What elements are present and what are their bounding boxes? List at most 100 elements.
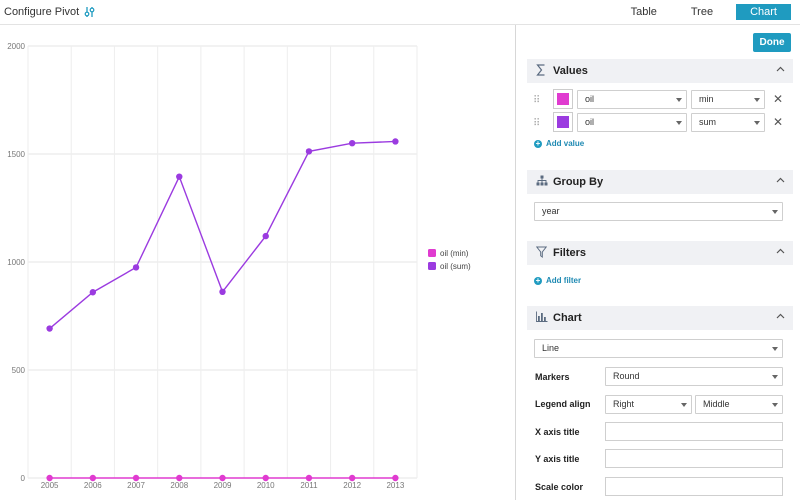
caret-down-icon xyxy=(772,210,778,214)
x-tick-label: 2009 xyxy=(214,481,232,490)
scale-color-label: Scale color xyxy=(535,482,584,492)
chevron-up-icon xyxy=(776,177,785,183)
data-point xyxy=(348,474,356,482)
y-tick-label: 500 xyxy=(12,366,26,375)
tab-chart[interactable]: Chart xyxy=(736,4,791,20)
view-tabs: Table Tree Chart xyxy=(620,0,800,24)
data-point xyxy=(262,474,269,482)
markers-label: Markers xyxy=(535,372,570,382)
chart-type-select[interactable]: Line xyxy=(534,339,783,358)
sigma-icon xyxy=(536,64,545,76)
markers-select[interactable]: Round xyxy=(605,367,783,386)
legend-horizontal-value: Right xyxy=(613,399,635,409)
add-value-label: Add value xyxy=(546,139,585,148)
x-axis-title-input[interactable] xyxy=(605,422,783,441)
y-tick-label: 2000 xyxy=(7,42,25,51)
aggregation-2: sum xyxy=(699,117,717,127)
swatch-fill xyxy=(557,116,569,128)
hierarchy-icon xyxy=(536,175,548,186)
data-point xyxy=(219,288,226,296)
x-tick-label: 2007 xyxy=(127,481,145,490)
chevron-up-icon xyxy=(776,313,785,319)
data-point xyxy=(132,474,140,482)
aggregation-select-2[interactable]: sum xyxy=(691,113,765,132)
aggregation-1: min xyxy=(699,94,714,104)
scale-color-input[interactable] xyxy=(605,477,783,496)
series-line xyxy=(49,140,396,330)
plus-circle-icon: + xyxy=(534,138,542,148)
chart-section-header[interactable]: Chart xyxy=(527,306,793,330)
value-field-select-2[interactable]: oil xyxy=(577,113,687,132)
data-point xyxy=(305,474,313,482)
configure-pivot-label: Configure Pivot xyxy=(4,6,80,18)
data-point xyxy=(392,474,399,482)
config-panel: Done Values ⠿ oil min ✕ ⠿ oil sum ✕ + Ad… xyxy=(515,25,800,500)
filter-icon xyxy=(536,246,547,258)
value-field-1: oil xyxy=(585,94,595,104)
group-by-value: year xyxy=(542,206,560,216)
group-by-section-header[interactable]: Group By xyxy=(527,170,793,194)
caret-down-icon xyxy=(772,375,778,379)
x-axis-title-label: X axis title xyxy=(535,427,580,437)
add-filter-link[interactable]: + Add filter xyxy=(534,276,581,285)
swatch-fill xyxy=(557,93,569,105)
x-tick-label: 2011 xyxy=(300,481,318,490)
data-point xyxy=(89,474,97,482)
caret-down-icon xyxy=(772,403,778,407)
data-point xyxy=(89,289,97,296)
data-point xyxy=(348,140,356,147)
legend-align-label: Legend align xyxy=(535,399,591,409)
legend-label: oil (sum) xyxy=(440,262,471,271)
x-tick-label: 2005 xyxy=(41,481,59,490)
x-tick-label: 2010 xyxy=(257,481,275,490)
x-tick-label: 2012 xyxy=(343,481,361,490)
data-point xyxy=(132,264,140,271)
drag-handle-icon[interactable]: ⠿ xyxy=(533,118,541,129)
legend-horizontal-select[interactable]: Right xyxy=(605,395,692,414)
y-axis-title-input[interactable] xyxy=(605,449,783,468)
legend-swatch xyxy=(428,249,436,257)
y-tick-label: 0 xyxy=(21,474,26,483)
values-section-header[interactable]: Values xyxy=(527,59,793,83)
caret-down-icon xyxy=(676,98,682,102)
bar-chart-icon xyxy=(536,311,548,322)
drag-handle-icon[interactable]: ⠿ xyxy=(533,95,541,106)
x-tick-label: 2013 xyxy=(386,481,404,490)
add-value-link[interactable]: + Add value xyxy=(534,139,584,148)
legend-vertical-select[interactable]: Middle xyxy=(695,395,783,414)
tab-tree[interactable]: Tree xyxy=(690,6,714,18)
caret-down-icon xyxy=(754,98,760,102)
top-toolbar: Configure Pivot Table Tree Chart xyxy=(0,0,800,25)
filters-title: Filters xyxy=(553,247,587,259)
data-point xyxy=(392,138,399,145)
color-swatch-min[interactable] xyxy=(553,89,573,109)
caret-down-icon xyxy=(772,347,778,351)
group-by-select[interactable]: year xyxy=(534,202,783,221)
done-button[interactable]: Done xyxy=(753,33,791,52)
line-chart: 0 500 1000 1500 2000 2005 2006 2007 2008 2009 2010… xyxy=(7,42,471,490)
chart-type-value: Line xyxy=(542,343,560,353)
y-tick-label: 1000 xyxy=(7,258,25,267)
legend-swatch xyxy=(428,262,436,270)
values-title: Values xyxy=(553,65,588,77)
configure-pivot-button[interactable]: Configure Pivot xyxy=(4,6,96,18)
legend-vertical-value: Middle xyxy=(703,399,730,409)
markers-value: Round xyxy=(613,371,640,381)
data-point xyxy=(46,474,53,482)
filters-section-header[interactable]: Filters xyxy=(527,241,793,265)
aggregation-select-1[interactable]: min xyxy=(691,90,765,109)
data-point xyxy=(176,474,183,482)
data-point xyxy=(219,474,226,482)
remove-value-2-icon[interactable]: ✕ xyxy=(773,115,784,129)
remove-value-1-icon[interactable]: ✕ xyxy=(773,92,784,106)
data-point xyxy=(305,148,313,155)
y-tick-label: 1500 xyxy=(7,150,25,159)
value-field-2: oil xyxy=(585,117,595,127)
tab-table[interactable]: Table xyxy=(630,6,657,18)
value-field-select-1[interactable]: oil xyxy=(577,90,687,109)
color-swatch-sum[interactable] xyxy=(553,112,573,132)
caret-down-icon xyxy=(754,121,760,125)
sliders-icon xyxy=(84,7,95,17)
chart-title: Chart xyxy=(553,312,582,324)
group-by-title: Group By xyxy=(553,176,604,188)
